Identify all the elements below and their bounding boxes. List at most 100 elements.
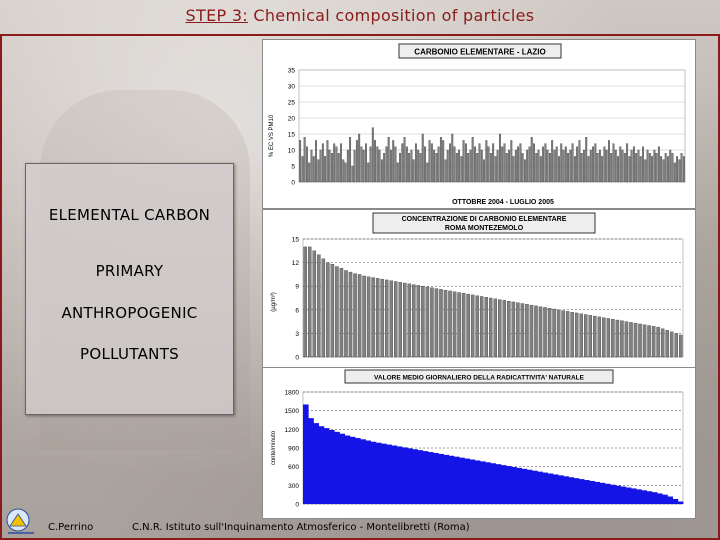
bar: [387, 137, 390, 183]
bar: [374, 140, 377, 183]
bar: [451, 133, 454, 183]
bar: [614, 149, 617, 183]
bar: [435, 153, 438, 183]
bar: [474, 146, 476, 183]
chart-ec-lazio-svg: CARBONIO ELEMENTARE - LAZIO % EC VS PM10…: [269, 43, 686, 206]
bar: [665, 330, 669, 358]
bar: [484, 297, 488, 358]
bar: [561, 310, 565, 358]
chart-ec-montezemolo-svg: CONCENTRAZIONE DI CARBONIO ELEMENTARE RO…: [271, 212, 684, 362]
bar: [528, 146, 531, 183]
bar: [607, 140, 610, 183]
bar: [529, 304, 534, 358]
y-tick-label: 300: [288, 483, 299, 490]
chart-title-box: [398, 43, 562, 59]
bar: [392, 140, 395, 183]
bar: [673, 162, 676, 183]
bar: [344, 162, 347, 183]
y-tick-label: 6: [295, 307, 299, 314]
area-segment: [479, 461, 486, 504]
bar: [405, 146, 408, 183]
bar: [594, 143, 597, 183]
bar: [394, 281, 398, 358]
area-segment: [381, 443, 387, 504]
bar: [401, 143, 404, 183]
bar: [660, 156, 663, 183]
bar: [380, 278, 384, 358]
bar: [682, 156, 685, 183]
y-tick-label: 25: [288, 100, 296, 107]
bar: [667, 156, 669, 183]
bar: [394, 146, 397, 183]
area-segment: [391, 445, 398, 504]
bar: [537, 149, 540, 183]
y-tick-label: 15: [292, 237, 300, 244]
bar: [335, 266, 339, 358]
area-segment: [422, 451, 429, 504]
bar: [542, 146, 545, 183]
bar: [366, 276, 371, 358]
area-segment: [313, 423, 320, 504]
bar: [624, 321, 629, 358]
bar: [587, 156, 590, 183]
bar: [396, 162, 399, 183]
y-tick-label: 10: [288, 148, 296, 155]
bar: [621, 149, 624, 183]
area-segment: [500, 465, 507, 504]
area-segment: [526, 469, 533, 504]
bar: [358, 133, 361, 183]
bar: [433, 149, 436, 183]
bar: [371, 127, 374, 183]
bar: [378, 149, 381, 183]
area-segment: [349, 436, 356, 504]
area-segment: [375, 442, 382, 504]
bar: [603, 146, 606, 183]
frame-line-top: [0, 34, 720, 36]
bar: [656, 326, 660, 358]
bar: [346, 149, 349, 183]
bar: [324, 156, 327, 183]
bar: [602, 317, 606, 358]
bar: [487, 146, 490, 183]
area-segment: [506, 466, 512, 504]
bar: [498, 299, 502, 358]
bar: [434, 288, 439, 358]
bar: [593, 315, 597, 358]
area-segment: [563, 476, 569, 504]
area-segment: [552, 474, 559, 504]
bar: [442, 140, 445, 183]
y-tick-label: 1200: [285, 427, 300, 434]
bar: [503, 143, 506, 183]
bar: [470, 294, 475, 358]
bar: [606, 318, 611, 358]
bar: [466, 293, 470, 358]
bar: [676, 156, 678, 183]
bar: [299, 140, 302, 183]
y-tick-label: 5: [291, 164, 295, 171]
bar: [439, 137, 442, 183]
x-axis-label: OTTOBRE 2004 - LUGLIO 2005: [452, 199, 554, 206]
frame-line-right: [718, 34, 720, 540]
bar: [678, 159, 681, 183]
bar: [642, 146, 644, 183]
bar: [312, 156, 315, 183]
bar: [425, 286, 430, 358]
area-segment: [495, 464, 502, 504]
bar: [421, 133, 424, 183]
bar: [493, 298, 497, 358]
bar: [419, 153, 422, 183]
area-segment: [636, 489, 642, 504]
y-tick-label: 3: [295, 331, 299, 338]
bar: [480, 149, 483, 183]
slide-title: STEP 3: Chemical composition of particle…: [0, 6, 720, 25]
bar: [339, 267, 344, 358]
bar: [353, 273, 357, 358]
bar: [519, 143, 522, 183]
bar: [601, 156, 604, 183]
bar: [348, 271, 353, 358]
bar: [344, 270, 348, 358]
bar: [501, 146, 504, 183]
area-segment: [542, 472, 549, 504]
bar: [644, 159, 647, 183]
bar: [662, 159, 665, 183]
